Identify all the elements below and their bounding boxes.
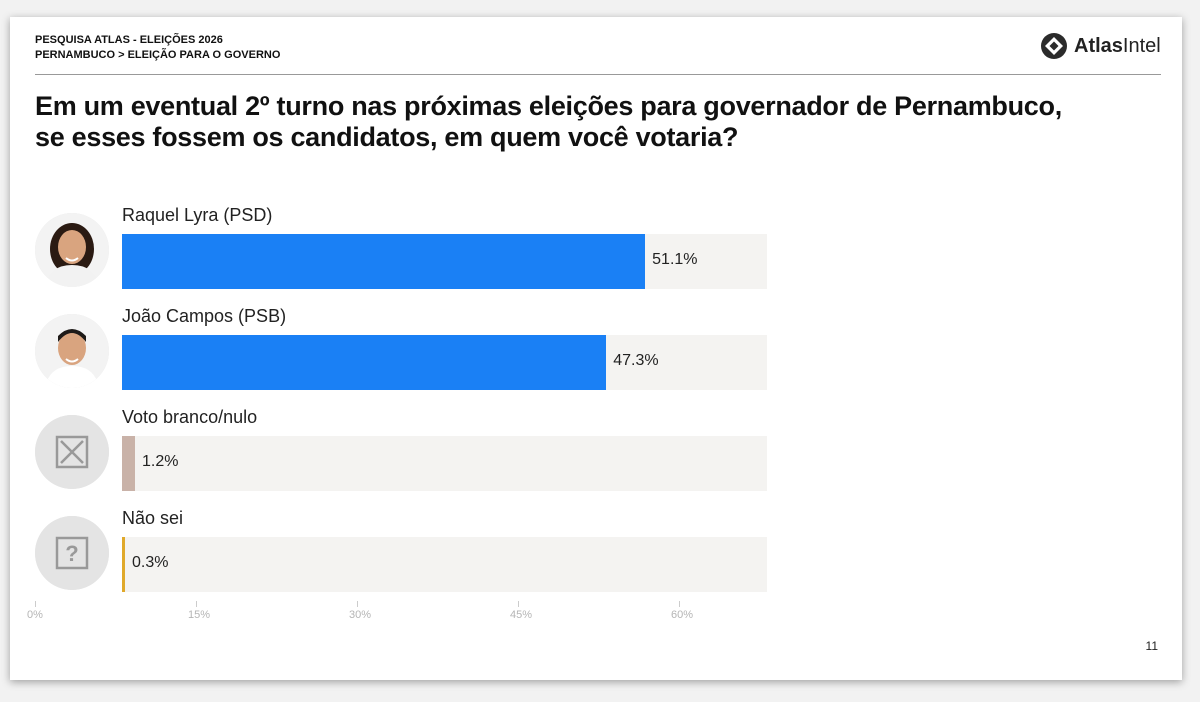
bar-label-joao-campos: João Campos (PSB)	[122, 306, 287, 326]
x-tick-label: 0%	[27, 609, 43, 621]
bar-track-nao-sei: 0.3%	[122, 537, 767, 592]
x-tick-mark	[518, 601, 519, 607]
candidate-photo-raquel-lyra	[35, 213, 109, 287]
page-number: 11	[1145, 639, 1158, 653]
bar-label-raquel-lyra: Raquel Lyra (PSD)	[122, 205, 273, 225]
bar-label-nao-sei: Não sei	[122, 508, 184, 528]
x-tick-mark	[35, 601, 36, 607]
question-icon: ?	[35, 516, 109, 590]
value-label-raquel-lyra: 51.1%	[652, 251, 698, 268]
x-tick-mark	[357, 601, 358, 607]
svg-text:?: ?	[65, 541, 78, 566]
value-label-nao-sei: 0.3%	[132, 554, 169, 571]
bar-voto-branco-nulo	[122, 436, 135, 491]
bar-raquel-lyra	[122, 234, 646, 289]
x-tick-label: 45%	[510, 609, 533, 621]
x-tick-mark	[196, 601, 197, 607]
header-divider	[35, 74, 1161, 75]
breadcrumb: PESQUISA ATLAS - ELEIÇÕES 2026 PERNAMBUC…	[35, 33, 280, 63]
value-label-voto-branco-nulo: 1.2%	[142, 453, 179, 470]
x-tick-label: 15%	[188, 609, 211, 621]
bar-joao-campos	[122, 335, 607, 390]
bar-label-voto-branco-nulo: Voto branco/nulo	[122, 407, 258, 427]
slide: PESQUISA ATLAS - ELEIÇÕES 2026 PERNAMBUC…	[10, 17, 1182, 680]
x-tick-mark	[679, 601, 680, 607]
logo-wordmark: AtlasIntel	[1074, 34, 1161, 57]
bar-chart: Raquel Lyra (PSD) 51.1% João Campos (PSB) 4…	[10, 17, 1182, 680]
atlasintel-logo: AtlasIntel	[1040, 29, 1161, 63]
x-tick-label: 30%	[349, 609, 372, 621]
bar-track-voto-branco-nulo: 1.2%	[122, 436, 767, 491]
bar-track-joao-campos: 47.3%	[122, 335, 767, 390]
bar-nao-sei	[122, 537, 125, 592]
breadcrumb-section: PERNAMBUCO > ELEIÇÃO PARA O GOVERNO	[35, 49, 281, 61]
bar-track-raquel-lyra: 51.1%	[122, 234, 767, 289]
x-tick-label: 60%	[671, 609, 694, 621]
atlas-logo-icon	[1041, 33, 1067, 59]
candidate-photo-joao-campos	[35, 314, 109, 388]
close-icon	[35, 415, 109, 489]
value-label-joao-campos: 47.3%	[613, 352, 659, 369]
question-title: Em um eventual 2º turno nas próximas ele…	[35, 91, 1062, 152]
breadcrumb-survey: PESQUISA ATLAS - ELEIÇÕES 2026	[35, 34, 223, 46]
